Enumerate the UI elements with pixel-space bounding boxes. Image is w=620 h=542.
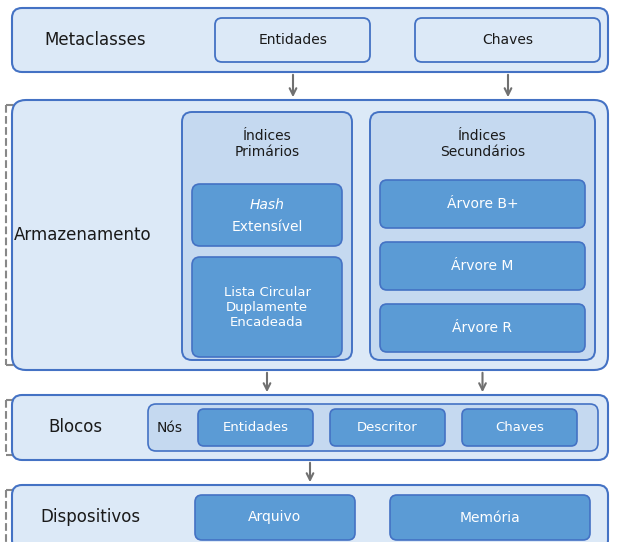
- Text: Nós: Nós: [157, 421, 183, 435]
- Text: Árvore B+: Árvore B+: [446, 197, 518, 211]
- FancyBboxPatch shape: [462, 409, 577, 446]
- Text: Entidades: Entidades: [223, 421, 288, 434]
- Text: Descritor: Descritor: [357, 421, 418, 434]
- Text: Arquivo: Arquivo: [249, 511, 301, 525]
- FancyBboxPatch shape: [380, 180, 585, 228]
- FancyBboxPatch shape: [198, 409, 313, 446]
- FancyBboxPatch shape: [12, 485, 608, 542]
- FancyBboxPatch shape: [12, 100, 608, 370]
- Text: Armazenamento: Armazenamento: [14, 226, 152, 244]
- Text: Índices
Secundários: Índices Secundários: [440, 129, 525, 159]
- Text: Dispositivos: Dispositivos: [40, 508, 140, 526]
- Text: Hash: Hash: [250, 198, 285, 212]
- FancyBboxPatch shape: [370, 112, 595, 360]
- FancyBboxPatch shape: [192, 184, 342, 246]
- Text: Chaves: Chaves: [482, 33, 533, 47]
- FancyBboxPatch shape: [195, 495, 355, 540]
- FancyBboxPatch shape: [380, 242, 585, 290]
- Text: Entidades: Entidades: [259, 33, 327, 47]
- FancyBboxPatch shape: [12, 8, 608, 72]
- Text: Árvore M: Árvore M: [451, 259, 514, 273]
- Text: Memória: Memória: [459, 511, 520, 525]
- Text: Árvore R: Árvore R: [453, 321, 513, 335]
- FancyBboxPatch shape: [215, 18, 370, 62]
- FancyBboxPatch shape: [148, 404, 598, 451]
- FancyBboxPatch shape: [380, 304, 585, 352]
- Text: Chaves: Chaves: [495, 421, 544, 434]
- Text: Extensível: Extensível: [231, 220, 303, 234]
- Text: Índices
Primários: Índices Primários: [234, 129, 299, 159]
- Text: Lista Circular
Duplamente
Encadeada: Lista Circular Duplamente Encadeada: [223, 286, 311, 328]
- Text: Blocos: Blocos: [48, 418, 102, 436]
- FancyBboxPatch shape: [182, 112, 352, 360]
- Text: Metaclasses: Metaclasses: [44, 31, 146, 49]
- FancyBboxPatch shape: [390, 495, 590, 540]
- FancyBboxPatch shape: [415, 18, 600, 62]
- FancyBboxPatch shape: [12, 395, 608, 460]
- FancyBboxPatch shape: [192, 257, 342, 357]
- FancyBboxPatch shape: [330, 409, 445, 446]
